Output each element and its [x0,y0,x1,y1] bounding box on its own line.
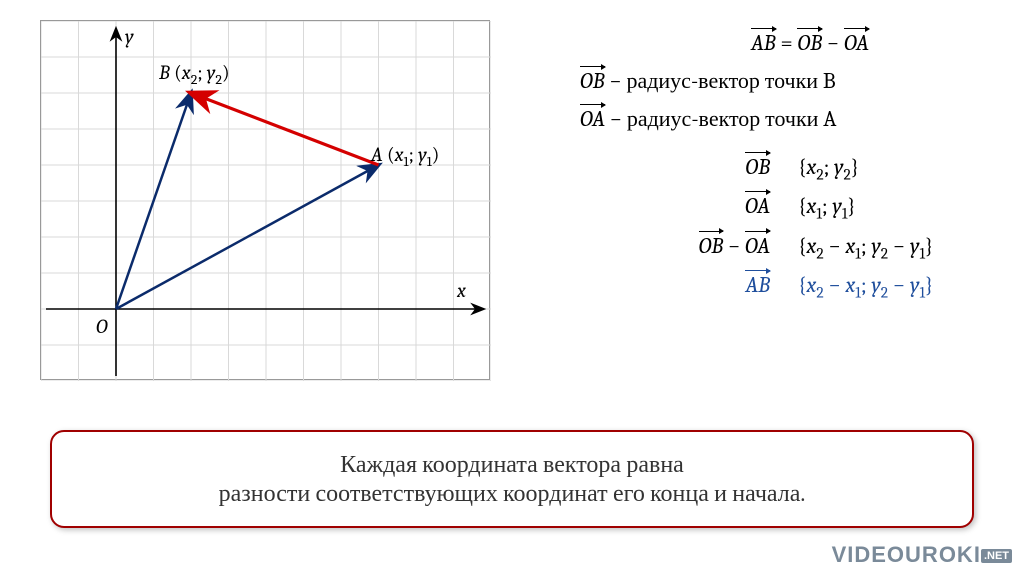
desc-oa: OA − радиус-вектор точки A [560,106,1000,132]
row-oa: OA {x1; y1} [560,193,1000,222]
vec-oa: OA [844,30,869,56]
formula-panel: AB = OB − OA OB − радиус-вектор точки B … [560,30,1000,312]
point-a-label: A (x1; y1) [371,143,439,170]
eq-main: AB = OB − OA [560,30,1000,56]
row-ob: OB {x2; y2} [560,154,1000,183]
callout-line1: Каждая координата вектора равна [82,450,942,479]
x-axis-label: x [457,279,466,302]
logo-suffix: .NET [981,549,1012,563]
row-diff: OB − OA {x2 − x1; y2 − y1} [560,233,1000,262]
theorem-callout: Каждая координата вектора равна разности… [50,430,974,528]
logo-text: VIDEOUROKI [832,542,981,567]
vec-ob: OB [797,30,822,56]
graph-svg [41,21,491,381]
vec-ab: AB [751,30,776,56]
point-b-label: B (x2; y2) [159,61,230,88]
coordinate-graph: y x O B (x2; y2) A (x1; y1) [40,20,490,380]
y-axis-label: y [125,25,134,48]
row-ab: AB {x2 − x1; y2 − y1} [560,272,1000,301]
origin-label: O [96,315,108,338]
callout-line2: разности соответствующих координат его к… [82,479,942,508]
watermark-logo: VIDEOUROKI.NET [832,542,1012,568]
desc-ob: OB − радиус-вектор точки B [560,68,1000,94]
